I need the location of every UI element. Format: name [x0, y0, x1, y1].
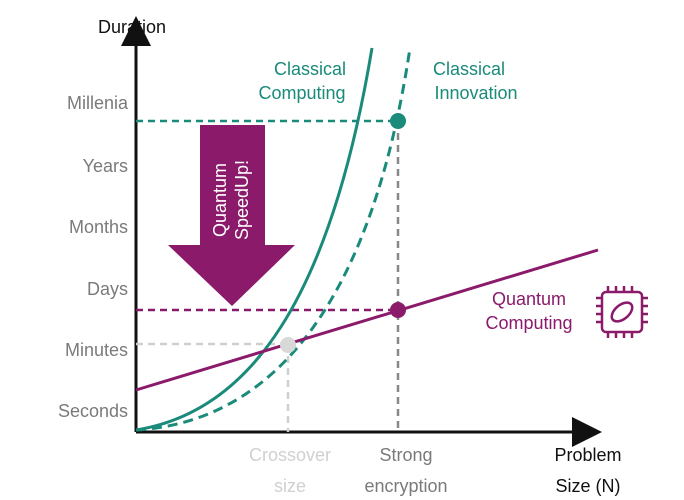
curve-label: Innovation	[434, 83, 517, 103]
classical-curve	[135, 47, 374, 432]
y-label: Millenia	[67, 93, 129, 113]
point	[390, 302, 406, 318]
x-label: Strong	[379, 445, 432, 465]
point	[390, 113, 406, 129]
y-label: Seconds	[58, 401, 128, 421]
x-axis-title: Size (N)	[555, 476, 620, 496]
quantum-line	[135, 248, 599, 392]
point	[280, 337, 296, 353]
y-label: Minutes	[65, 340, 128, 360]
arrow-label: SpeedUp!	[232, 160, 252, 240]
chip-icon	[596, 286, 648, 338]
curve-label: Classical	[274, 59, 346, 79]
arrow-label: Quantum	[210, 163, 230, 237]
y-label: Years	[83, 156, 128, 176]
y-label: Days	[87, 279, 128, 299]
x-label: size	[274, 476, 306, 496]
curve-label: Classical	[433, 59, 505, 79]
y-axis-title: Duration	[98, 17, 166, 37]
x-label: encryption	[364, 476, 447, 496]
y-label: Months	[69, 217, 128, 237]
curve-label: Quantum	[492, 289, 566, 309]
curve-label: Computing	[258, 83, 345, 103]
speedup-arrow	[168, 125, 295, 306]
curve-label: Computing	[485, 313, 572, 333]
x-label: Crossover	[249, 445, 331, 465]
innovation-curve	[135, 47, 412, 432]
x-axis-title: Problem	[554, 445, 621, 465]
